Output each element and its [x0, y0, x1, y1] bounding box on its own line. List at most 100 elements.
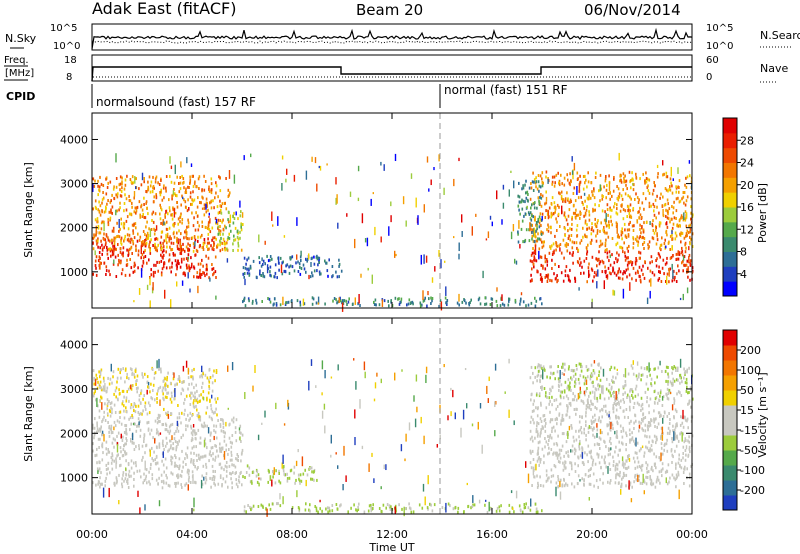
velocity-cell [625, 434, 628, 438]
velocity-cell [644, 434, 646, 438]
velocity-cell [159, 385, 162, 389]
velocity-cell [563, 463, 566, 467]
power-cell [128, 273, 131, 277]
power-echo [205, 203, 207, 210]
power-cell [536, 206, 538, 210]
velocity-cell [199, 457, 201, 461]
power-cell [558, 265, 560, 268]
velocity-cell [99, 485, 101, 489]
power-cell [177, 238, 179, 242]
velocity-cell [251, 506, 253, 510]
velocity-cell [686, 417, 689, 421]
velocity-cell [536, 365, 539, 369]
velocity-cell [151, 446, 153, 450]
power-cell [133, 210, 136, 214]
nsearch-label: N.Search [760, 29, 800, 42]
velocity-cell [203, 421, 206, 425]
power-echo [422, 290, 424, 301]
velocity-cell [126, 432, 128, 436]
power-cell [123, 187, 126, 191]
velocity-cell [631, 431, 633, 435]
power-cell [619, 179, 621, 183]
velocity-cell [408, 506, 411, 510]
power-cell [658, 253, 661, 257]
velocity-cell [575, 438, 578, 442]
velocity-cell [578, 362, 581, 366]
power-cell [554, 234, 556, 238]
velocity-cell [540, 364, 542, 368]
power-echo [671, 263, 673, 270]
velocity-cell [109, 410, 111, 414]
velocity-echo [385, 464, 387, 471]
power-cell [666, 225, 669, 229]
velocity-cell [136, 374, 139, 378]
velocity-cell [513, 510, 515, 514]
power-cell [558, 191, 560, 195]
power-cell [649, 261, 651, 265]
power-cell [677, 252, 679, 256]
power-cell [503, 303, 506, 307]
velocity-cell [574, 452, 576, 456]
velocity-cell [99, 372, 102, 376]
velocity-cell [160, 370, 162, 374]
velocity-cell [195, 445, 197, 449]
velocity-cell [182, 465, 184, 469]
power-echo [608, 181, 611, 191]
power-cell [142, 260, 145, 263]
power-cell [224, 248, 226, 252]
power-cell [94, 199, 97, 203]
velocity-cell [321, 509, 323, 513]
power-cell [159, 203, 161, 207]
power-cell [599, 260, 601, 264]
velocity-cell [627, 372, 630, 376]
velocity-cell [558, 452, 561, 456]
power-cell [155, 263, 157, 267]
velocity-cell [163, 398, 165, 402]
velocity-cell [540, 428, 542, 432]
velocity-cell [640, 373, 643, 377]
power-cell [147, 212, 149, 216]
velocity-cell [622, 461, 624, 465]
power-cell [269, 300, 272, 304]
velocity-cell [219, 474, 222, 478]
velocity-cell [650, 384, 653, 388]
velocity-cell [228, 448, 230, 451]
power-cell [551, 258, 553, 262]
power-cell [105, 269, 108, 273]
power-cell [678, 219, 681, 223]
power-cell [569, 238, 571, 242]
velocity-cell [104, 402, 106, 406]
velocity-cell [181, 387, 184, 391]
velocity-cell [623, 400, 625, 404]
power-echo [571, 170, 574, 175]
velocity-cell [562, 418, 565, 422]
velocity-cell [580, 369, 583, 373]
velocity-cell [249, 505, 251, 509]
power-cell [131, 201, 133, 205]
power-cell [616, 260, 618, 264]
velocity-echo [342, 484, 344, 491]
power-cell [121, 182, 123, 186]
nave-tick-bottom: 0 [706, 72, 712, 83]
velocity-cell [175, 446, 178, 450]
power-echo [561, 205, 563, 215]
power-echo [458, 157, 460, 162]
velocity-cell [650, 418, 652, 422]
velocity-cell [569, 385, 571, 389]
power-cell [600, 221, 602, 225]
power-cell [624, 209, 627, 213]
velocity-cell [650, 467, 653, 471]
velocity-cell [570, 461, 573, 465]
power-cell [541, 177, 543, 181]
power-cell [239, 230, 241, 234]
velocity-echo [673, 431, 675, 441]
power-cell [153, 245, 156, 249]
power-echo [233, 174, 236, 184]
power-cell [683, 255, 686, 258]
velocity-cell [599, 447, 601, 450]
velocity-cell [225, 443, 228, 447]
power-cell [327, 274, 329, 278]
velocity-cell [166, 396, 168, 399]
power-cell [180, 260, 183, 264]
velocity-cell [168, 431, 171, 435]
